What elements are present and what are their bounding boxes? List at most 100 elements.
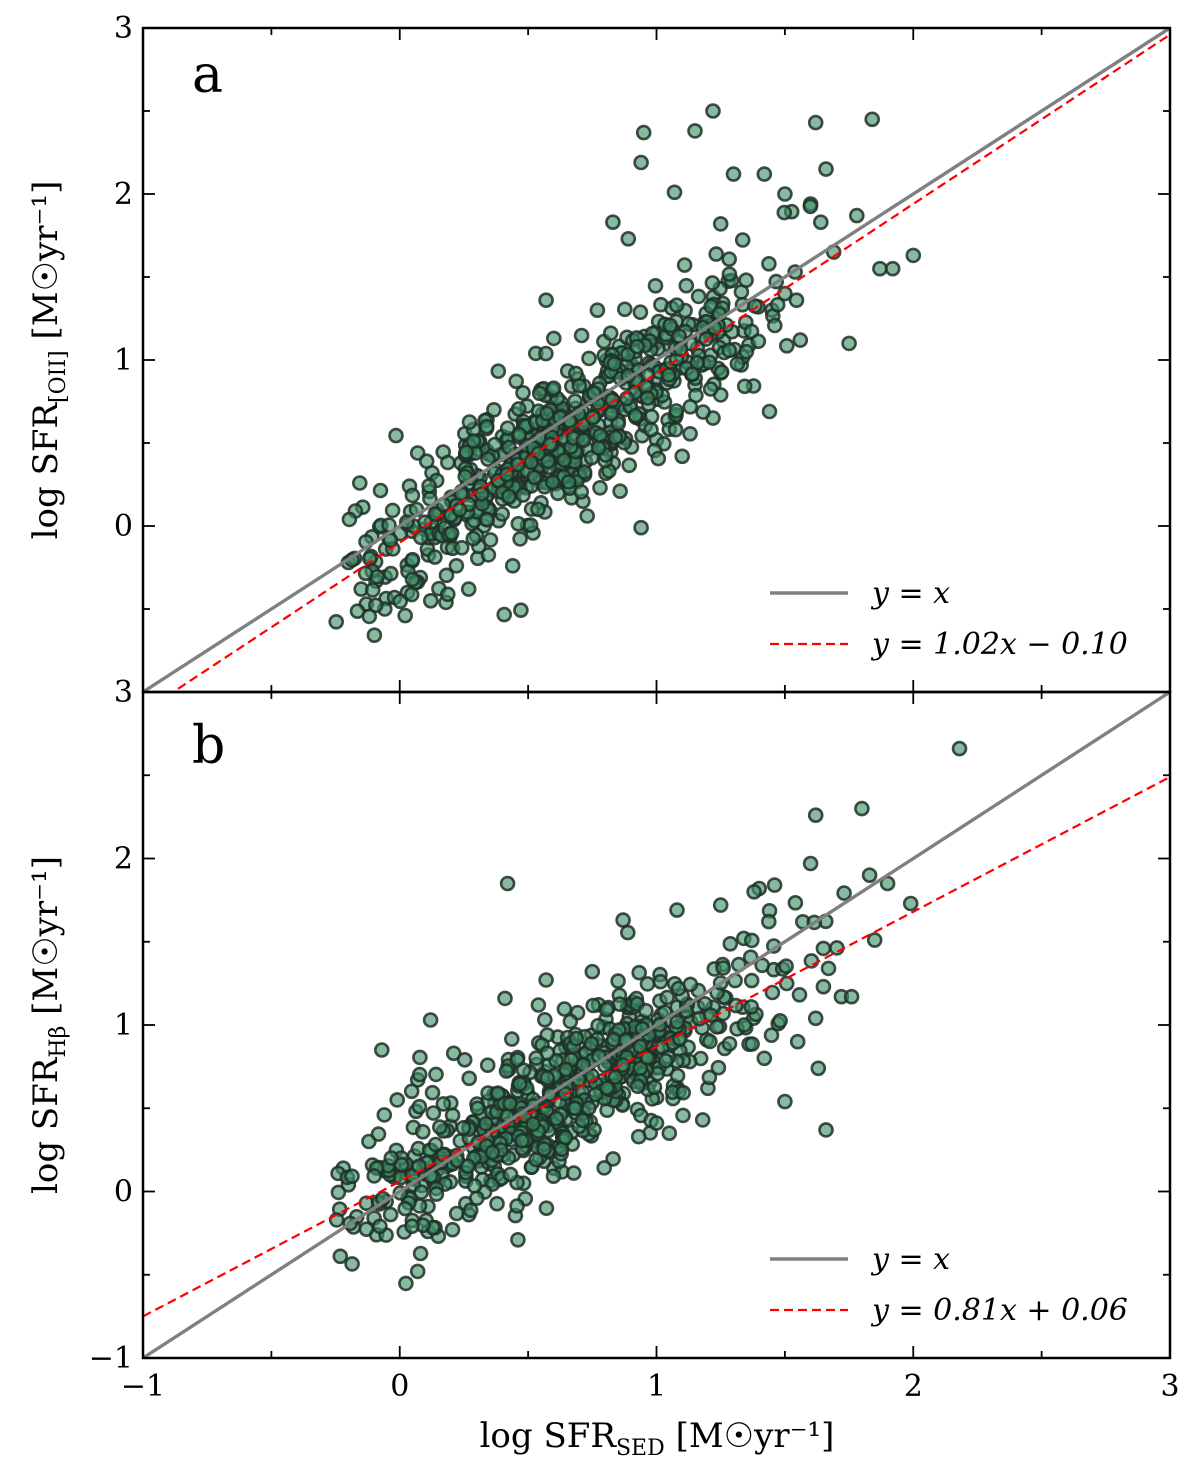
data-point: [458, 444, 475, 460]
data-point: [372, 1218, 388, 1235]
data-point: [417, 514, 433, 531]
data-point: [567, 365, 584, 382]
data-point: [479, 511, 496, 528]
y-tick-label: 1: [114, 1008, 133, 1043]
data-point: [705, 103, 721, 119]
data-point: [778, 337, 795, 354]
data-point: [694, 1112, 711, 1128]
data-point: [344, 1256, 360, 1272]
data-point: [502, 1166, 519, 1183]
data-point: [769, 296, 786, 313]
data-point: [607, 429, 624, 446]
data-point: [802, 198, 819, 215]
data-point: [660, 367, 677, 383]
data-point: [486, 401, 502, 418]
data-point: [460, 1158, 476, 1174]
data-point: [498, 466, 515, 483]
data-point: [397, 1200, 414, 1217]
data-point: [556, 1001, 573, 1017]
data-point: [777, 186, 793, 202]
data-point: [435, 1096, 452, 1112]
data-point: [397, 607, 414, 624]
y-tick-label: 0: [114, 1175, 133, 1210]
data-point: [523, 454, 540, 471]
data-point: [647, 277, 664, 294]
data-point: [761, 255, 777, 272]
data-point: [682, 398, 699, 415]
data-point: [455, 1120, 472, 1136]
data-point: [682, 425, 698, 442]
data-point: [530, 997, 547, 1013]
data-point: [479, 1057, 496, 1073]
data-point: [425, 1105, 442, 1121]
data-point: [539, 405, 555, 422]
data-point: [376, 1107, 393, 1123]
data-point: [631, 964, 648, 981]
data-point: [548, 1110, 565, 1127]
data-point: [461, 1070, 478, 1087]
data-point: [568, 1030, 585, 1047]
data-point: [469, 1100, 486, 1117]
data-point: [754, 957, 771, 974]
data-point: [382, 565, 399, 582]
data-point: [515, 384, 531, 401]
data-point: [776, 204, 793, 221]
data-point: [756, 166, 773, 182]
x-tick-label: 2: [904, 1369, 923, 1404]
data-point: [571, 377, 588, 394]
data-point: [427, 549, 443, 565]
data-point: [501, 488, 517, 505]
data-point: [515, 487, 531, 503]
data-point: [462, 1202, 479, 1218]
data-point: [557, 1129, 574, 1146]
data-point: [573, 484, 590, 500]
data-point: [565, 1165, 582, 1181]
data-point: [490, 363, 507, 380]
panel-b-legend: y = x y = 0.81x + 0.06: [770, 1242, 1128, 1328]
data-point: [777, 1093, 793, 1110]
data-point: [538, 292, 554, 309]
data-point: [478, 1115, 494, 1132]
data-point: [522, 517, 539, 533]
data-point: [721, 251, 738, 268]
data-point: [818, 161, 834, 177]
data-point: [370, 1126, 387, 1142]
data-point: [414, 1124, 431, 1140]
data-point: [392, 593, 409, 610]
data-point: [864, 111, 881, 128]
data-point: [581, 350, 597, 367]
data-point: [734, 232, 751, 248]
data-point: [725, 166, 742, 182]
panel-a: 0 1 2 3 3 a y = x y = 1.02x − 0.10 log SFR[O…: [26, 11, 1172, 710]
data-point: [421, 478, 437, 494]
y-tick-label: −1: [89, 1341, 133, 1376]
data-point: [653, 296, 669, 313]
data-point: [698, 331, 714, 347]
data-point: [772, 1012, 788, 1029]
data-point: [810, 1060, 827, 1077]
data-point: [444, 1221, 461, 1238]
data-point: [760, 913, 777, 930]
data-point: [580, 1100, 597, 1116]
data-point: [596, 1160, 613, 1176]
data-point: [351, 475, 368, 491]
data-point: [451, 501, 468, 518]
data-point: [364, 582, 381, 598]
data-point: [513, 602, 529, 619]
data-point: [639, 390, 656, 406]
data-point: [560, 474, 577, 490]
data-point: [684, 366, 701, 382]
data-point: [438, 567, 455, 584]
panel-b-letter: b: [192, 716, 225, 776]
data-point: [750, 333, 767, 350]
data-point: [585, 997, 602, 1014]
data-point: [422, 592, 439, 609]
data-point: [668, 297, 685, 314]
legend-fit-label: y = 1.02x − 0.10: [870, 627, 1128, 662]
data-point: [669, 1067, 686, 1084]
data-point: [404, 551, 421, 568]
data-point: [562, 1013, 579, 1030]
identity-line: [143, 692, 1170, 1358]
data-point: [632, 1060, 649, 1077]
